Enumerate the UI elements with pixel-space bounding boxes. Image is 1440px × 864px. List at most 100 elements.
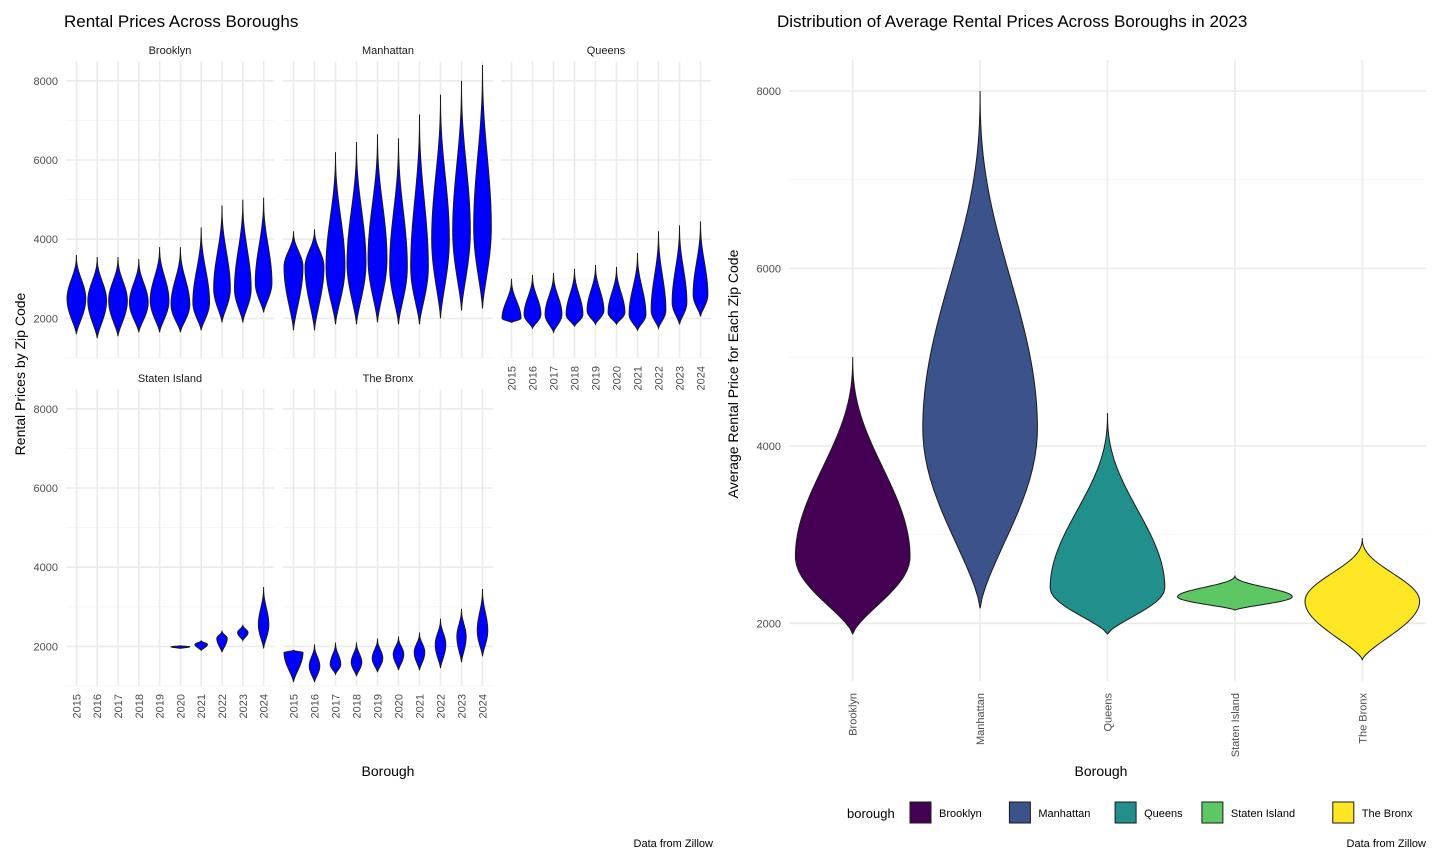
left-x-axis-title: Borough: [362, 763, 415, 779]
legend-swatch: [1114, 801, 1137, 824]
violin-the-bronx-2022: [434, 618, 447, 669]
y-tick-label: 6000: [34, 483, 58, 495]
y-tick-label: 4000: [34, 562, 58, 574]
violin-the-bronx-2020: [392, 636, 405, 671]
legend-swatch: [1008, 801, 1031, 824]
violin-queens-2021: [628, 253, 647, 332]
borough-violin-chart: Distribution of Average Rental Prices Ac…: [725, 12, 1426, 850]
x-tick-label: 2022: [654, 366, 666, 390]
legend-label: Brooklyn: [939, 808, 982, 820]
right-plot-area: 2000 4000 6000 8000 Brooklyn Manhattan Queens S…: [757, 60, 1426, 757]
violin-queens-2018: [565, 268, 584, 328]
y-tick-label: 2000: [34, 313, 58, 325]
x-tick-label: 2016: [310, 694, 322, 718]
facet-panel-manhattan: Manhattan: [283, 45, 493, 359]
violin-queens-2024: [692, 221, 709, 317]
legend-label: Queens: [1144, 808, 1183, 820]
x-tick-label: 2018: [352, 694, 364, 718]
y-tick-label: 6000: [34, 155, 58, 167]
right-y-axis-title: Average Rental Price for Each Zip Code: [725, 249, 741, 498]
facet-strip-label: Queens: [587, 45, 626, 57]
violin-the-bronx-2018: [350, 642, 363, 677]
legend-item-staten-island: Staten Island: [1201, 801, 1295, 824]
violin-staten-island-2023: [237, 624, 249, 643]
x-tick-label: 2023: [675, 366, 687, 390]
x-tick-label: 2018: [134, 694, 146, 718]
violin-staten-island-2021: [194, 640, 208, 652]
violin-brooklyn-2016: [87, 257, 108, 339]
violin-manhattan-2017: [325, 152, 346, 325]
x-tick-label: 2017: [331, 694, 343, 718]
violin-brooklyn-2015: [66, 255, 87, 335]
y-tick-label: 8000: [34, 76, 58, 88]
x-tick-label: 2023: [457, 694, 469, 718]
violin-queens-2023: [671, 225, 688, 325]
violin-queens: [1049, 413, 1166, 635]
x-tick-label: 2022: [217, 694, 229, 718]
violin-manhattan-2015: [283, 231, 304, 331]
legend-item-queens: Queens: [1114, 801, 1183, 824]
violin-queens-2016: [523, 274, 542, 330]
violin-brooklyn-2018: [128, 258, 149, 333]
facet-strip-label: Manhattan: [362, 45, 414, 57]
violin-brooklyn-2019: [149, 247, 170, 333]
x-tick-label: 2024: [259, 694, 271, 718]
x-tick-label: 2015: [507, 366, 519, 390]
x-tick-label: Queens: [1103, 693, 1115, 732]
x-tick-label: 2015: [289, 694, 301, 718]
legend-item-brooklyn: Brooklyn: [909, 801, 982, 824]
legend-label: The Bronx: [1362, 808, 1413, 820]
x-tick-label: 2021: [415, 694, 427, 718]
x-tick-label: 2020: [175, 694, 187, 718]
y-tick-label: 8000: [757, 86, 781, 98]
facet-strip-label: Brooklyn: [149, 45, 192, 57]
violin-manhattan-2018: [346, 142, 367, 325]
violin-the-bronx-2024: [476, 588, 489, 657]
violin-brooklyn-2020: [170, 247, 191, 333]
x-tick-label: 2019: [591, 366, 603, 390]
left-chart-title: Rental Prices Across Boroughs: [64, 12, 298, 31]
violin-manhattan-2019: [367, 134, 388, 323]
x-tick-label: 2023: [238, 694, 250, 718]
violin-the-bronx-2019: [371, 638, 384, 673]
violin-the-bronx-2023: [456, 608, 467, 663]
right-chart-title: Distribution of Average Rental Prices Ac…: [777, 12, 1247, 31]
violin-queens-2017: [544, 272, 563, 334]
x-tick-label: 2021: [196, 694, 208, 718]
violin-queens-2015: [501, 278, 522, 323]
violin-the-bronx-2016: [308, 644, 321, 683]
x-tick-label: Manhattan: [975, 693, 987, 745]
violin-brooklyn-2022: [213, 205, 231, 323]
right-x-axis-title: Borough: [1075, 763, 1128, 779]
facet-panel-brooklyn: Brooklyn 2000 4000 6000 8000: [34, 45, 274, 359]
violin-queens-2019: [586, 264, 605, 326]
legend-label: Staten Island: [1231, 808, 1295, 820]
violin-staten-island-2022: [216, 630, 228, 653]
violin-manhattan: [922, 91, 1038, 609]
x-tick-label: 2019: [155, 694, 167, 718]
violin-manhattan-2021: [410, 114, 429, 325]
y-tick-label: 6000: [757, 263, 781, 275]
x-tick-label: 2015: [71, 694, 83, 718]
right-caption: Data from Zillow: [1347, 838, 1427, 850]
legend-item-the-bronx: The Bronx: [1332, 801, 1413, 824]
violin-staten-island-2024: [257, 587, 270, 649]
facet-panel-queens: Queens 2015 2016 2017 2018 2019 2020 2021 2022 20…: [501, 45, 711, 390]
violin-the-bronx: [1304, 538, 1421, 661]
y-tick-label: 8000: [34, 404, 58, 416]
x-tick-label: 2020: [394, 694, 406, 718]
violin-manhattan-2016: [304, 229, 325, 331]
violin-manhattan-2022: [431, 94, 450, 319]
x-tick-label: The Bronx: [1357, 693, 1369, 744]
violin-brooklyn-2021: [192, 227, 211, 331]
facet-panels: Brooklyn 2000 4000 6000 8000 Manhattan Queens 2…: [34, 45, 711, 718]
violin-manhattan-2024: [473, 64, 492, 309]
legend-item-manhattan: Manhattan: [1008, 801, 1090, 824]
facet-strip-label: The Bronx: [363, 373, 414, 385]
facet-strip-label: Staten Island: [138, 373, 202, 385]
violin-brooklyn-2017: [108, 257, 128, 337]
violin-the-bronx-2017: [329, 642, 342, 676]
x-tick-label: 2016: [528, 366, 540, 390]
violin-queens-2022: [650, 231, 667, 330]
